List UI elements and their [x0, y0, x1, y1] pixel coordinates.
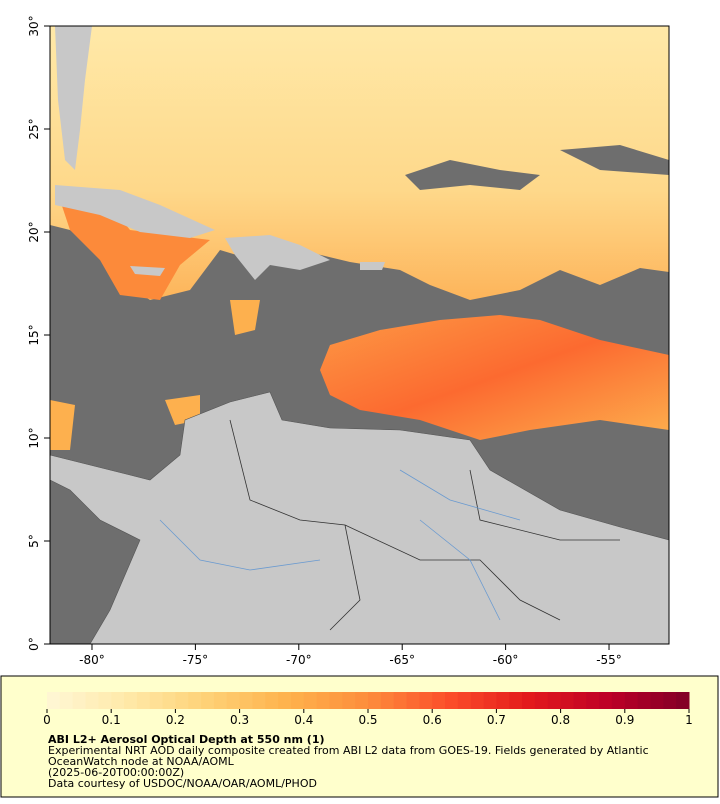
colorbar-cell [637, 692, 651, 709]
caption-line: OceanWatch node at NOAA/AOML [48, 755, 235, 768]
borders [229, 419, 620, 631]
colorbar-cell [470, 692, 485, 709]
colorbar-cell [522, 692, 536, 709]
colorbar-cell [303, 692, 318, 709]
colorbar-cell [329, 692, 343, 709]
colorbar-cell [445, 692, 459, 709]
colorbar-cell [59, 692, 74, 709]
map-area [49, 25, 670, 645]
colorbar-cell [136, 692, 151, 709]
colorbar-cell [265, 692, 279, 709]
land-florida [55, 26, 92, 170]
colorbar-cell [509, 692, 523, 709]
colorbar-cell [406, 692, 420, 709]
caption-title: ABI L2+ Aerosol Optical Depth at 550 nm … [48, 733, 325, 746]
colorbar-cell [98, 692, 112, 709]
land-island [130, 262, 385, 276]
colorbar-cell [85, 692, 99, 709]
x-tick-label: -80° [79, 653, 105, 667]
colorbar-cell [393, 692, 408, 709]
colorbar-tick-label: 0.4 [294, 713, 313, 727]
colorbar-tick-label: 0.9 [615, 713, 634, 727]
colorbar-cell [663, 692, 677, 709]
colorbar-cell [124, 692, 138, 709]
colorbar-tick-label: 0.2 [166, 713, 185, 727]
colorbar-cell [342, 692, 356, 709]
caption-line: Data courtesy of USDOC/NOAA/OAR/AOML/PHO… [48, 777, 317, 790]
colorbar-cell [239, 692, 253, 709]
colorbar-cell [355, 692, 369, 709]
colorbar-cell [599, 692, 613, 709]
colorbar-cell [676, 692, 690, 709]
colorbar-cell [201, 692, 215, 709]
colorbar-cell [72, 692, 87, 709]
y-tick-label: 30° [27, 15, 41, 36]
colorbar-cell [483, 692, 497, 709]
colorbar-cell [213, 692, 228, 709]
x-tick-label: -75° [183, 653, 209, 667]
y-tick-label: 0° [27, 637, 41, 651]
land-south-america [49, 391, 670, 645]
y-tick-label: 25° [27, 118, 41, 139]
colorbar-cell [573, 692, 587, 709]
aerosol-patch [50, 300, 260, 450]
aerosol-mid [60, 200, 210, 300]
x-tick-label: -70° [286, 653, 312, 667]
colorbar-cell [175, 692, 189, 709]
x-tick-label: -65° [389, 653, 415, 667]
y-tick-label: 15° [27, 324, 41, 345]
colorbar-tick-label: 0.7 [487, 713, 506, 727]
colorbar-cell [47, 692, 61, 709]
y-tick-label: 5° [27, 534, 41, 548]
colorbar-cell [457, 692, 472, 709]
colorbar-cell [547, 692, 562, 709]
rivers [159, 469, 521, 621]
colorbar-cell [226, 692, 241, 709]
colorbar-cell [278, 692, 292, 709]
y-tick-label: 10° [27, 427, 41, 448]
colorbar-cell [316, 692, 330, 709]
colorbar-cell [560, 692, 574, 709]
colorbar-tick-label: 0.1 [102, 713, 121, 727]
caption-line: (2025-06-20T00:00:00Z) [48, 766, 184, 779]
colorbar-cell [368, 692, 382, 709]
colorbar-cell [432, 692, 446, 709]
caption-line: Experimental NRT AOD daily composite cre… [48, 744, 649, 757]
colorbar-cell [111, 692, 125, 709]
colorbar-tick-label: 0 [43, 713, 51, 727]
y-tick-label: 20° [27, 221, 41, 242]
colorbar-cell [252, 692, 266, 709]
colorbar-tick-label: 0.8 [551, 713, 570, 727]
colorbar-cell [290, 692, 305, 709]
aerosol-high [320, 315, 669, 440]
no-data-patch [405, 145, 669, 190]
colorbar-tick-label: 0.3 [230, 713, 249, 727]
colorbar-tick-label: 0.6 [423, 713, 442, 727]
x-tick-label: -60° [493, 653, 519, 667]
land-cuba [55, 185, 215, 238]
colorbar-cell [162, 692, 176, 709]
colorbar-cell [611, 692, 626, 709]
colorbar-tick-label: 1 [685, 713, 693, 727]
colorbar-cell [380, 692, 395, 709]
colorbar-cell [624, 692, 639, 709]
x-tick-label: -55° [596, 653, 622, 667]
colorbar-tick-label: 0.5 [358, 713, 377, 727]
colorbar-cell [650, 692, 664, 709]
colorbar-cell [419, 692, 433, 709]
colorbar-cell [149, 692, 164, 709]
colorbar-cell [586, 692, 600, 709]
colorbar-cell [534, 692, 549, 709]
colorbar: 0 0.1 0.2 0.3 0.4 0.5 0.6 0.7 0.8 0.9 1 [43, 692, 693, 727]
colorbar-cell [496, 692, 510, 709]
land-hispaniola [225, 235, 330, 280]
colorbar-cell [188, 692, 202, 709]
